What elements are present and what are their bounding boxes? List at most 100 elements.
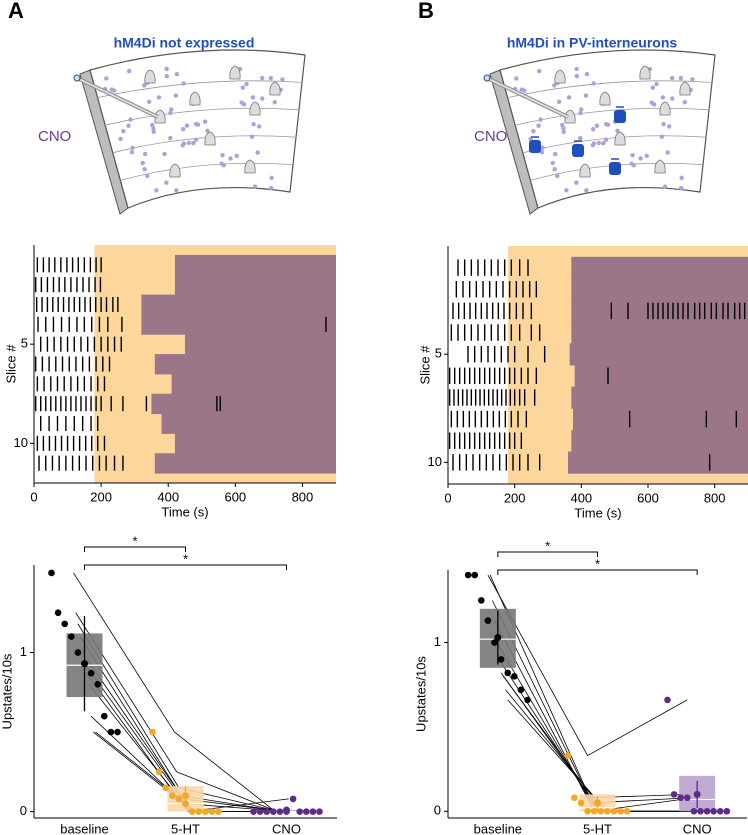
sig-star: * — [595, 556, 600, 571]
pv-neuron — [614, 110, 626, 123]
dot — [678, 186, 684, 191]
layer-line — [507, 80, 713, 98]
dot — [659, 134, 665, 139]
point — [270, 808, 277, 815]
slice — [499, 49, 716, 209]
cno-period — [171, 373, 336, 395]
dot — [156, 95, 162, 100]
cno-period — [568, 451, 748, 474]
dot — [679, 175, 684, 181]
point — [61, 620, 68, 628]
dot — [142, 151, 148, 157]
cno-period — [154, 453, 336, 474]
dot — [244, 81, 249, 87]
x-axis-label: Time (s) — [161, 504, 208, 519]
point — [195, 808, 202, 815]
point — [149, 728, 156, 736]
cno-period — [574, 365, 748, 388]
x-tick-label: 800 — [292, 489, 314, 504]
pair-line — [73, 572, 175, 733]
point — [208, 808, 216, 815]
dot — [594, 123, 600, 128]
layer-line — [515, 107, 710, 126]
y-axis-label: Slice # — [417, 345, 432, 385]
neuron — [639, 65, 651, 80]
point — [597, 807, 605, 815]
dot — [590, 142, 595, 148]
dot — [249, 134, 255, 139]
point — [623, 807, 631, 815]
point — [114, 728, 121, 736]
dot — [142, 166, 147, 172]
dot — [234, 153, 239, 158]
dot — [126, 123, 131, 128]
sig-star: * — [132, 533, 137, 548]
neuron — [679, 81, 691, 96]
point — [276, 808, 284, 815]
cno-period — [154, 354, 336, 375]
dot — [682, 99, 687, 105]
neuron — [189, 91, 201, 106]
point — [703, 807, 711, 815]
point — [101, 712, 108, 720]
dot — [583, 93, 589, 98]
point — [68, 633, 75, 640]
cno-period — [573, 408, 748, 431]
pipette-core — [486, 77, 569, 118]
point — [162, 784, 169, 792]
cno-period — [571, 429, 748, 453]
dot — [174, 71, 180, 77]
mean — [494, 633, 502, 641]
dot — [540, 145, 545, 151]
point — [504, 669, 512, 677]
point — [517, 686, 525, 694]
dot — [250, 95, 256, 100]
sig-star: * — [545, 538, 550, 553]
x-tick-label: CNO — [683, 821, 712, 835]
point — [48, 569, 55, 577]
point — [256, 808, 264, 815]
dot — [660, 95, 666, 100]
y-tick-label: 0 — [434, 803, 441, 818]
sig-star: * — [183, 551, 188, 566]
dot — [578, 135, 583, 141]
point — [87, 669, 95, 677]
dot — [240, 85, 246, 90]
pair-line — [505, 689, 606, 812]
dot — [650, 85, 656, 90]
mean — [693, 790, 701, 798]
x-tick-label: 400 — [570, 490, 592, 505]
dot — [574, 74, 580, 79]
cno-period — [174, 274, 336, 296]
dot — [205, 128, 210, 133]
neuron — [659, 101, 671, 116]
drug-label: CNO — [38, 128, 71, 145]
dot — [665, 150, 670, 155]
cno-period — [571, 321, 748, 344]
cno-period — [141, 314, 336, 335]
dot — [260, 96, 265, 101]
sig-bracket — [84, 546, 186, 552]
dot — [186, 140, 192, 146]
dot — [557, 99, 562, 104]
cno-period — [571, 300, 748, 323]
y-axis-label: Upstates/10s — [0, 653, 14, 729]
dot — [151, 129, 156, 135]
dot — [255, 150, 260, 155]
schematic — [73, 49, 306, 215]
neuron — [654, 159, 666, 174]
dot — [514, 76, 519, 81]
pv-neuron — [529, 140, 541, 153]
dot — [164, 66, 169, 72]
dot — [566, 95, 572, 100]
dot — [168, 110, 173, 116]
x-tick-label: 600 — [224, 489, 246, 504]
y-tick-label: 0 — [20, 803, 27, 818]
mean — [182, 792, 189, 800]
point — [577, 799, 585, 807]
point — [590, 807, 598, 815]
pv-neuron — [572, 144, 584, 157]
dot — [578, 110, 583, 116]
dot — [154, 188, 159, 193]
